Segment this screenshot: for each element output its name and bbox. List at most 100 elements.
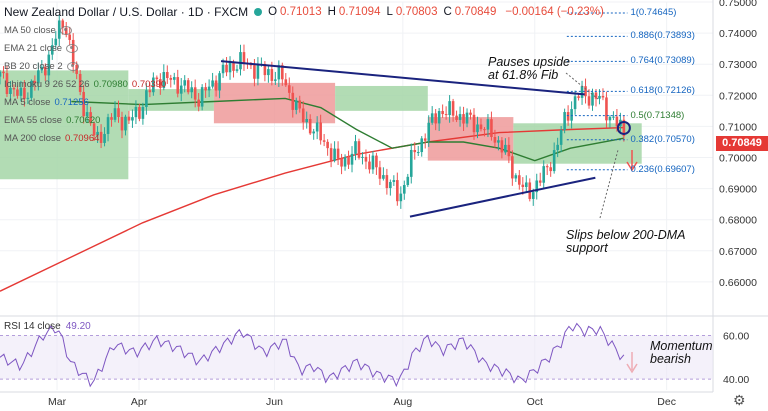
candle-body	[591, 92, 594, 106]
candle-body	[385, 175, 389, 189]
candle-body	[239, 52, 242, 70]
candle-body	[319, 122, 322, 141]
candle-body	[615, 116, 619, 127]
candle-body	[622, 119, 626, 137]
candle-body	[253, 65, 256, 79]
candle-body	[270, 69, 274, 81]
candle-body	[552, 150, 556, 172]
candle-body	[524, 182, 528, 188]
candle-body	[106, 117, 110, 134]
candle-body	[601, 95, 605, 98]
candle-body	[444, 114, 448, 116]
rsi-tick-label: 60.00	[723, 330, 749, 342]
y-tick-label: 0.71000	[719, 121, 757, 133]
candle-body	[305, 118, 309, 123]
candle-body	[559, 129, 563, 145]
candle-body	[284, 79, 288, 86]
candle-body	[134, 106, 138, 118]
indicator-row[interactable]: EMA 55 close 0.70620	[4, 114, 100, 126]
candle-body	[451, 101, 455, 116]
cloud-segment	[427, 117, 514, 161]
pointer-line-top	[565, 72, 599, 100]
candle-body	[225, 64, 228, 73]
candle-body	[570, 109, 573, 121]
candle-body	[110, 117, 113, 120]
candle-body	[103, 133, 106, 143]
symbol-title[interactable]: New Zealand Dollar / U.S. Dollar · 1D · …	[4, 5, 249, 19]
ema55-path	[71, 97, 625, 162]
y-tick-label: 0.66000	[719, 277, 757, 289]
candle-body	[120, 117, 124, 131]
candle-body	[30, 81, 33, 98]
candle-body	[350, 153, 354, 165]
indicator-row[interactable]: EMA 21 close	[4, 42, 79, 54]
candle-body	[336, 148, 340, 159]
candle-body	[483, 129, 486, 131]
candle-body	[493, 137, 497, 143]
ohlc-item: L 0.70803	[386, 6, 438, 18]
candle-body	[19, 87, 23, 96]
candle-body	[54, 38, 58, 46]
indicator-row[interactable]: BB 20 close 2	[4, 60, 79, 72]
candle-body	[441, 111, 444, 115]
candle-body	[256, 64, 260, 79]
candle-body	[434, 113, 437, 124]
fib-level-label: 0.236(0.69607)	[630, 163, 695, 175]
indicator-label: Ichimoku 9 26 52 26	[4, 78, 90, 90]
candle-body	[5, 73, 9, 94]
x-tick-label: Aug	[394, 396, 413, 408]
candle-body	[476, 124, 479, 133]
ohlc-item: −0.00164 (−0.23%)	[505, 6, 604, 18]
candle-body	[504, 144, 507, 153]
candle-body	[277, 65, 281, 80]
y-tick-label: 0.73000	[719, 59, 757, 71]
candle-body	[340, 158, 343, 167]
candle-body	[598, 95, 601, 99]
trendline	[409, 176, 596, 218]
candle-body	[455, 115, 458, 120]
x-tick-label: Mar	[48, 396, 67, 408]
indicator-row[interactable]: Ichimoku 9 26 52 26 0.70980 0.70390	[4, 78, 166, 90]
candle-body	[200, 87, 204, 107]
candle-body	[214, 80, 218, 91]
candle-body	[521, 184, 525, 188]
x-tick-label: Jun	[266, 396, 283, 408]
candle-body	[124, 116, 127, 131]
candle-body	[287, 85, 291, 93]
indicator-value: 0.71256	[54, 96, 89, 108]
indicator-row[interactable]: MA 200 close 0.70964	[4, 132, 99, 144]
candle-body	[612, 116, 615, 118]
candle-body	[274, 79, 277, 81]
y-tick-label: 0.75000	[719, 0, 757, 9]
candle-body	[263, 63, 267, 76]
candle-body	[228, 62, 232, 73]
rsi-legend[interactable]: RSI 14 close 49.20	[4, 321, 91, 332]
candle-body	[594, 92, 598, 99]
candle-body	[577, 96, 580, 98]
indicator-row[interactable]: MA 50 close	[4, 24, 72, 36]
candle-body	[155, 77, 159, 80]
settings-gear-icon[interactable]: ⚙	[733, 392, 746, 408]
candle-body	[556, 144, 559, 151]
visibility-icon[interactable]	[66, 43, 79, 53]
candle-body	[183, 80, 187, 86]
rsi-line	[0, 322, 625, 388]
ohlc-item: H 0.71094	[327, 6, 381, 18]
visibility-icon[interactable]	[66, 61, 79, 71]
candle-body	[343, 157, 347, 167]
ohlc-values: O 0.71013 H 0.71094 L 0.70803 C 0.70849 −0.00164…	[268, 6, 610, 18]
fib-level-label: 0.5(0.71348)	[630, 109, 685, 121]
indicator-row[interactable]: MA 5 close 0.71256	[4, 96, 89, 108]
candle-body	[298, 100, 302, 109]
candle-body	[267, 69, 270, 76]
visibility-icon[interactable]	[59, 25, 72, 35]
ma200-path	[0, 126, 624, 292]
candle-body	[402, 185, 406, 194]
candle-body	[152, 77, 155, 93]
candle-body	[85, 112, 89, 117]
candle-body	[409, 149, 413, 177]
candle-body	[218, 73, 221, 91]
y-tick-label: 0.70000	[719, 153, 757, 165]
candle-body	[99, 131, 103, 143]
fib-level-label: 1(0.74645)	[630, 7, 677, 19]
